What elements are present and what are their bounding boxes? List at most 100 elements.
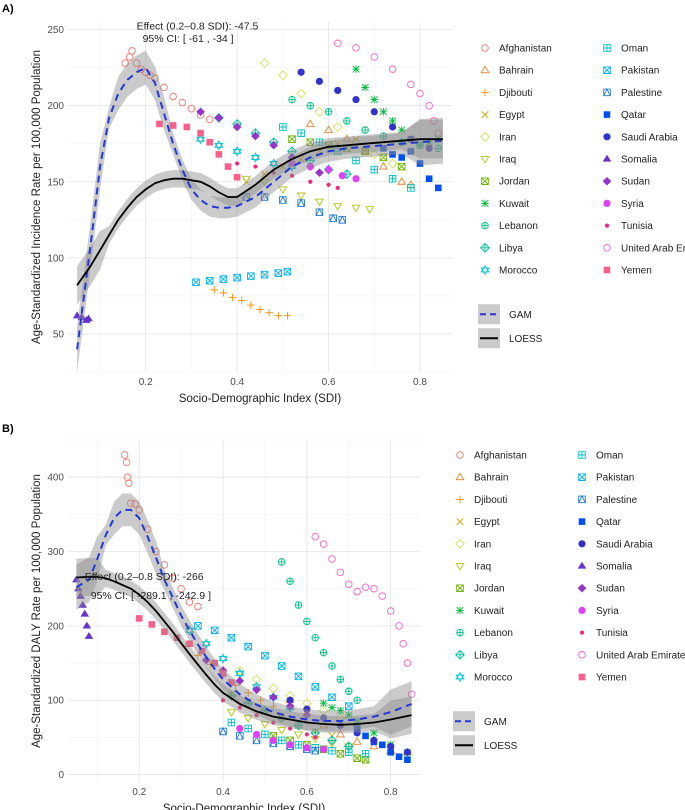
panel-b-point-syria — [286, 741, 294, 749]
panel-b-point-djibouti — [269, 702, 278, 710]
panel-b-y-tick-label: 100 — [47, 696, 64, 707]
panel-a-point-iraq — [278, 186, 288, 195]
panel-b-legend-label-united-arab-emirates: United Arab Emirates — [596, 650, 685, 661]
panel-b-panel-label: B) — [2, 423, 14, 435]
panel-b-x-axis-title: Socio-Demographic Index (SDI) — [163, 803, 326, 810]
panel-b-point-united-arab-emirates — [345, 580, 353, 588]
panel-a-point-saudi-arabia — [315, 77, 324, 85]
panel-b-point-syria — [252, 730, 261, 739]
panel-a-legend-item-qatar: Qatar — [603, 110, 647, 121]
panel-b-legend-item-bahrain: Bahrain — [455, 472, 508, 484]
panel-a-legend-item-iraq: Iraq — [480, 155, 516, 166]
panel-a-point-djibouti — [283, 311, 292, 320]
panel-b-point-afghanistan — [169, 574, 177, 583]
panel-a-point-pakistan — [205, 276, 214, 285]
panel-a-legend-label-iran: Iran — [499, 132, 516, 143]
panel-b-legend-item-iran: Iran — [455, 538, 491, 550]
panel-a-legend-label-jordan: Jordan — [499, 177, 530, 188]
panel-b-series-united-arab-emirates — [311, 532, 416, 699]
panel-a-legend-label-tunisia: Tunisia — [621, 221, 653, 232]
panel-a-series-saudi-arabia — [297, 68, 433, 152]
panel-b-legend-item-tunisia: Tunisia — [579, 628, 628, 639]
panel-b-legend-key-libya — [455, 649, 465, 660]
panel-b-legend-label-saudi-arabia: Saudi Arabia — [596, 539, 653, 550]
panel-b-point-united-arab-emirates — [361, 583, 370, 591]
panel-b-point-morocco — [201, 638, 211, 649]
panel-a-legend-gam-label: GAM — [509, 310, 532, 321]
panel-a-point-yemen — [206, 138, 214, 146]
panel-b-legend-label-iran: Iran — [474, 539, 491, 550]
panel-b-point-saudi-arabia — [403, 748, 412, 756]
panel-b-point-iraq — [243, 715, 253, 723]
panel-b-point-yemen — [161, 628, 168, 636]
panel-a-point-yemen — [156, 120, 163, 128]
panel-a-point-bahrain — [378, 161, 389, 170]
panel-b-legend-item-lebanon: Lebanon — [456, 628, 513, 639]
panel-a-point-saudi-arabia — [388, 123, 397, 131]
panel-a-point-afghanistan — [160, 83, 168, 92]
panel-a-point-lebanon — [434, 144, 443, 152]
panel-a-point-syria — [306, 162, 314, 171]
panel-b-legend-item-qatar: Qatar — [578, 517, 622, 528]
panel-b-point-lebanon — [311, 634, 319, 642]
panel-a-legend-key-kuwait — [481, 199, 489, 208]
panel-a-point-sudan — [232, 122, 242, 132]
panel-b-point-palestine — [311, 746, 319, 755]
panel-a-legend-item-morocco: Morocco — [480, 264, 538, 277]
panel-b-point-tunisia — [220, 698, 226, 703]
panel-a-point-bahrain — [323, 125, 334, 133]
panel-b-point-afghanistan — [131, 500, 139, 508]
panel-a-y-tick-label: 100 — [47, 253, 64, 264]
panel-b-legend-label-iraq: Iraq — [474, 562, 491, 573]
panel-a-point-iran — [314, 106, 325, 117]
panel-a-ci-annotation: 95% CI: [ -61 , -34 ] — [143, 33, 234, 45]
panel-a-y-tick-label: 200 — [47, 101, 64, 112]
panel-b-point-palestine — [236, 731, 244, 740]
panel-b-effect-annotation: Effect (0.2–0.8 SDI): -266 — [85, 571, 204, 583]
panel-a-point-egypt — [279, 162, 287, 171]
panel-a-legend-label-egypt: Egypt — [499, 110, 525, 121]
panel-a-point-qatar — [434, 184, 442, 192]
panel-a-point-yemen — [224, 163, 232, 170]
panel-b-point-afghanistan — [194, 602, 202, 611]
panel-a-legend-item-yemen: Yemen — [603, 266, 652, 277]
panel-a-point-lebanon — [288, 95, 296, 104]
panel-b-legend-label-somalia: Somalia — [596, 562, 633, 573]
panel-b-legend-item-iraq: Iraq — [455, 562, 491, 573]
panel-b-point-pakistan — [311, 683, 319, 691]
panel-b-point-pakistan — [194, 622, 202, 630]
panel-b-legend-label-libya: Libya — [474, 650, 498, 661]
panel-a-point-iraq — [333, 203, 343, 211]
panel-b-legend-key-saudi-arabia — [578, 540, 586, 548]
panel-a-point-united-arab-emirates — [388, 65, 397, 73]
panel-a-point-pakistan — [192, 278, 200, 286]
panel-a-point-qatar — [380, 145, 387, 152]
panel-b-legend-item-saudi-arabia: Saudi Arabia — [578, 539, 653, 550]
panel-b-point-united-arab-emirates — [399, 639, 407, 648]
panel-a-legend-item-jordan: Jordan — [481, 177, 530, 188]
panel-b-point-pakistan — [277, 662, 286, 670]
panel-b-point-syria — [303, 744, 311, 752]
panel-a-point-sudan — [269, 140, 279, 150]
panel-a-point-saudi-arabia — [425, 144, 433, 152]
panel-b-legend-key-djibouti — [456, 495, 464, 504]
panel-a-legend-key-sudan — [602, 176, 612, 186]
panel-b-legend-loess-label: LOESS — [484, 741, 518, 752]
panel-a-legend-label-lebanon: Lebanon — [499, 221, 538, 232]
panel-b-legend-key-qatar — [578, 518, 586, 525]
panel-a-legend-item-somalia: Somalia — [602, 155, 658, 166]
panel-b-point-qatar — [378, 741, 386, 749]
panel-a-legend-label-morocco: Morocco — [499, 266, 538, 277]
panel-b-point-pakistan — [244, 642, 252, 651]
panel-a-x-axis-title: Socio-Demographic Index (SDI) — [179, 393, 342, 405]
panel-b-point-lebanon — [345, 687, 353, 695]
panel-a-point-djibouti — [256, 305, 264, 314]
panel-a-point-qatar — [425, 175, 433, 183]
panel-b-legend-key-syria — [578, 606, 586, 615]
panel-a-point-pakistan — [274, 269, 283, 277]
panel-a-point-iran — [259, 58, 270, 69]
panel-a-legend-label-pakistan: Pakistan — [621, 66, 659, 77]
panel-b-point-iraq — [260, 721, 270, 729]
panel-a-point-united-arab-emirates — [416, 89, 424, 98]
panel-a-legend-key-pakistan — [603, 66, 611, 74]
